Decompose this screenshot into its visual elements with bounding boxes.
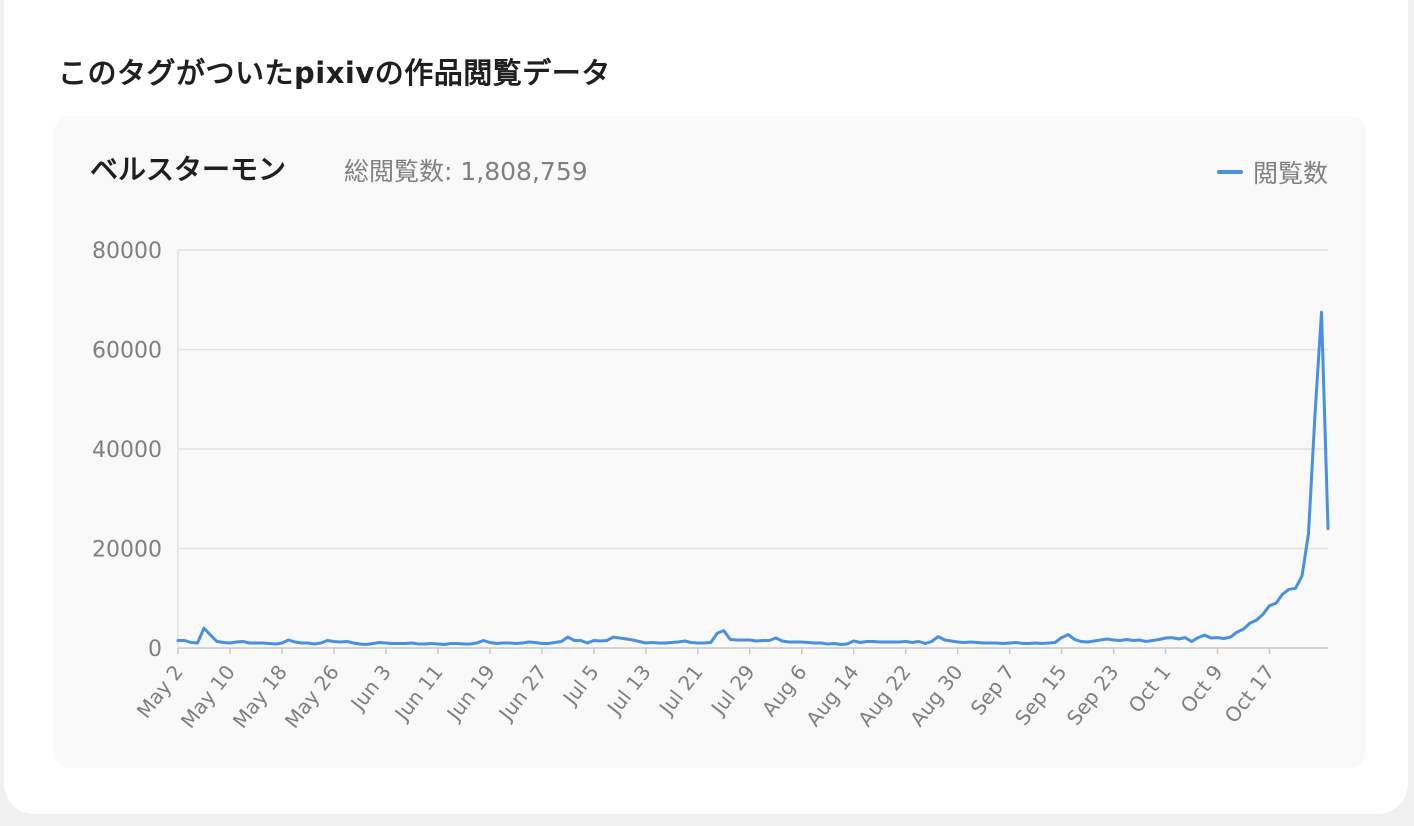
x-tick-label: Jun 27 [493,660,552,726]
x-tick-label: Jun 19 [441,660,500,726]
y-tick-label: 60000 [92,339,162,364]
x-tick-label: Jun 3 [345,660,396,716]
chart-legend: 閲覧数 [1216,154,1328,190]
legend-swatch [1216,170,1243,174]
x-tick-label: May 18 [228,660,292,732]
total-views: 総閲覧数: 1,808,759 [344,152,588,188]
y-tick-label: 40000 [92,438,162,463]
x-tick-label: Jul 5 [557,660,604,710]
y-tick-label: 20000 [92,538,162,563]
x-tick-label: Jul 21 [653,660,708,720]
section-title: このタグがついたpixivの作品閲覧データ [58,56,611,90]
x-tick-label: Sep 23 [1062,660,1124,730]
stats-card: このタグがついたpixivの作品閲覧データ 0 20000 40000 60000 80… [4,0,1408,814]
x-tick-label: Aug 14 [801,660,864,731]
chart-panel: 0 20000 40000 60000 80000 May 2 May 10 May 18 Ma… [54,116,1366,768]
total-views-value: 1,808,759 [460,157,588,186]
x-tick-label: Jul 29 [705,660,760,720]
x-tick-label: Oct 9 [1176,660,1228,717]
x-tick-label: May 10 [176,660,240,732]
x-tick-label: Sep 15 [1010,660,1072,730]
x-tick-label: Oct 1 [1124,660,1176,717]
x-tick-label: Jun 11 [389,660,448,726]
x-tick-label: Oct 17 [1220,660,1280,727]
x-tick-label: Aug 22 [853,660,916,731]
y-tick-label: 0 [148,637,162,662]
legend-label: 閲覧数 [1252,159,1328,188]
tag-name: ベルスターモン [90,153,287,186]
x-tick-label: Aug 30 [905,660,968,731]
series-line [176,310,1330,646]
x-tick-label: Jul 13 [601,660,656,720]
y-tick-label: 80000 [92,239,162,264]
x-tick-label: May 26 [280,660,344,732]
total-views-label: 総閲覧数: [344,157,453,186]
x-tick-label: Sep 7 [966,660,1020,720]
